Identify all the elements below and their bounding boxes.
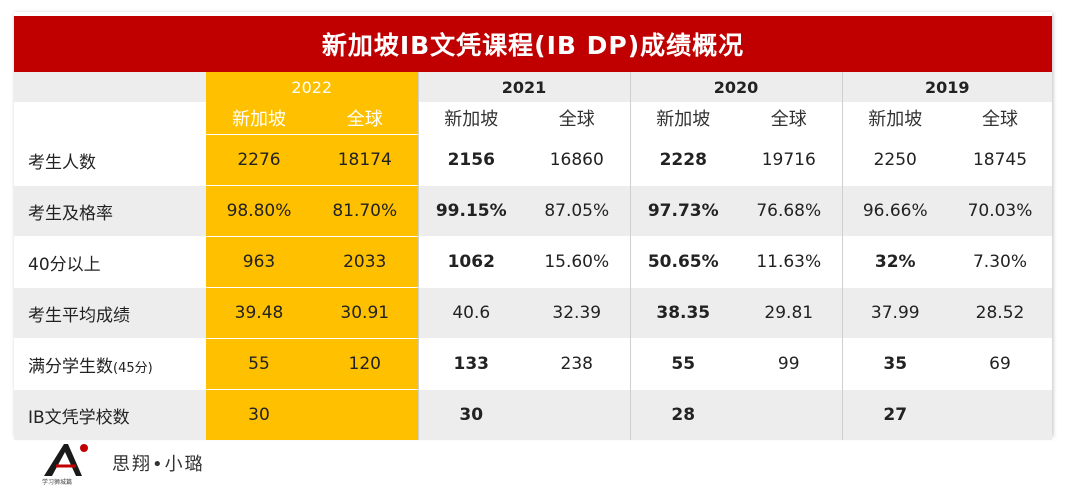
cell: 2156 <box>417 134 524 186</box>
cell: 29.81 <box>736 287 842 339</box>
cell: 55 <box>629 338 736 390</box>
brand-text: 思翔•小璐 <box>112 454 205 475</box>
cell: 97.73% <box>629 185 736 237</box>
cell <box>948 389 1052 440</box>
cell: 76.68% <box>736 185 842 237</box>
year-header-2019: 2019 <box>841 72 1052 102</box>
cell: 120 <box>312 338 418 390</box>
sub-header-sg: 新加坡 <box>206 102 312 135</box>
cell: 133 <box>417 338 524 390</box>
cell: 19716 <box>736 134 842 186</box>
row-label: IB文凭学校数 <box>14 389 206 440</box>
cell: 35 <box>841 338 948 390</box>
cell: 16860 <box>524 134 630 186</box>
cell <box>736 389 842 440</box>
table-title: 新加坡IB文凭课程(IB DP)成绩概况 <box>14 16 1052 72</box>
row-label: 考生及格率 <box>14 185 206 237</box>
sub-header-sg: 新加坡 <box>417 102 524 135</box>
cell: 37.99 <box>841 287 948 339</box>
row-label: 40分以上 <box>14 236 206 288</box>
cell: 238 <box>524 338 630 390</box>
table-row: IB文凭学校数 30 30 28 27 <box>14 389 1052 440</box>
cell: 32% <box>841 236 948 288</box>
cell: 30 <box>417 389 524 440</box>
table-row: 满分学生数(45分) 55 120 133 238 55 99 35 69 <box>14 338 1052 390</box>
year-header-2021: 2021 <box>417 72 630 102</box>
cell: 18174 <box>312 134 418 186</box>
cell: 30.91 <box>312 287 418 339</box>
sub-header-global: 全球 <box>982 109 1018 130</box>
cell: 2228 <box>629 134 736 186</box>
cell: 50.65% <box>629 236 736 288</box>
row-label: 考生人数 <box>14 134 206 186</box>
sub-header-sg: 新加坡 <box>629 102 736 135</box>
cell: 1062 <box>417 236 524 288</box>
row-label: 考生平均成绩 <box>14 287 206 339</box>
sub-header-global: 全球 <box>770 109 807 130</box>
corner-cell <box>14 102 206 135</box>
cell: 27 <box>841 389 948 440</box>
cell: 69 <box>948 338 1052 390</box>
year-header-2022: 2022 <box>206 72 418 102</box>
cell: 11.63% <box>736 236 842 288</box>
cell: 7.30% <box>948 236 1052 288</box>
cell: 87.05% <box>524 185 630 237</box>
cell: 30 <box>206 389 312 440</box>
cell: 15.60% <box>524 236 630 288</box>
results-table: 2022 2021 2020 2019 新加坡 全球 新加坡 全球 新加坡 全球… <box>14 72 1052 440</box>
row-label: 满分学生数(45分) <box>14 338 206 390</box>
cell: 2276 <box>206 134 312 186</box>
table-row: 考生平均成绩 39.48 30.91 40.6 32.39 38.35 29.8… <box>14 287 1052 339</box>
sub-header-global: 全球 <box>312 102 418 135</box>
cell: 98.80% <box>206 185 312 237</box>
sub-header-sg: 新加坡 <box>841 102 948 135</box>
letter-a-logo-icon: 学习狮城篇 <box>42 444 88 486</box>
cell: 2033 <box>312 236 418 288</box>
cell <box>312 389 418 440</box>
year-header-row: 2022 2021 2020 2019 <box>14 72 1052 102</box>
cell: 39.48 <box>206 287 312 339</box>
cell <box>524 389 630 440</box>
cell: 2250 <box>841 134 948 186</box>
cell: 28.52 <box>948 287 1052 339</box>
cell: 55 <box>206 338 312 390</box>
cell: 99 <box>736 338 842 390</box>
cell: 70.03% <box>948 185 1052 237</box>
cell: 40.6 <box>417 287 524 339</box>
logo-caption: 学习狮城篇 <box>42 478 72 486</box>
cell: 28 <box>629 389 736 440</box>
sub-header-global: 全球 <box>558 109 595 130</box>
corner-cell <box>14 72 206 102</box>
sub-header-row: 新加坡 全球 新加坡 全球 新加坡 全球 新加坡 全球 <box>14 102 1052 135</box>
cell: 99.15% <box>417 185 524 237</box>
cell: 38.35 <box>629 287 736 339</box>
cell: 96.66% <box>841 185 948 237</box>
table-row: 考生人数 2276 18174 2156 16860 2228 19716 22… <box>14 134 1052 186</box>
year-header-2020: 2020 <box>629 72 842 102</box>
cell: 81.70% <box>312 185 418 237</box>
table-row: 40分以上 963 2033 1062 15.60% 50.65% 11.63%… <box>14 236 1052 288</box>
table-row: 考生及格率 98.80% 81.70% 99.15% 87.05% 97.73%… <box>14 185 1052 237</box>
cell: 32.39 <box>524 287 630 339</box>
cell: 18745 <box>948 134 1052 186</box>
cell: 963 <box>206 236 312 288</box>
